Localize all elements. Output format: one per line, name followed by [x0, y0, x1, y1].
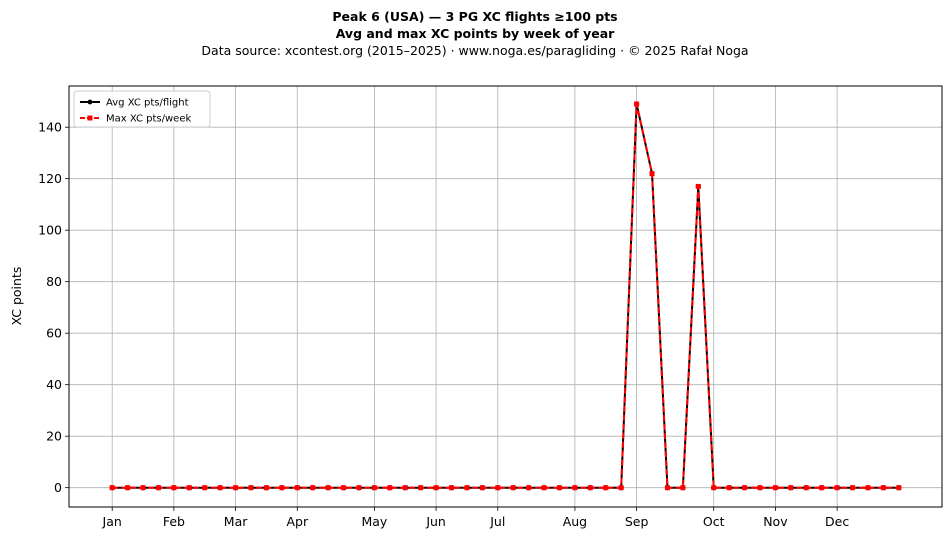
data-point	[526, 485, 532, 491]
x-tick-label: Jan	[102, 514, 122, 529]
y-tick-label: 40	[46, 377, 62, 392]
legend-marker	[87, 99, 93, 105]
legend-label: Avg XC pts/flight	[106, 98, 189, 109]
data-point	[495, 485, 501, 491]
data-point	[680, 485, 686, 491]
chart-subtitle-bold: Avg and max XC points by week of year	[335, 26, 615, 41]
chart-title: Peak 6 (USA) — 3 PG XC flights ≥100 pts	[332, 9, 618, 24]
data-point	[587, 485, 593, 491]
x-tick-label: Jun	[425, 514, 446, 529]
x-tick-label: Jul	[489, 514, 505, 529]
data-point	[788, 485, 794, 491]
data-point	[618, 485, 624, 491]
y-tick-label: 80	[46, 274, 62, 289]
x-tick-label: May	[361, 514, 387, 529]
data-point	[711, 485, 717, 491]
data-point	[140, 485, 146, 491]
data-point	[279, 485, 285, 491]
legend: Avg XC pts/flight Max XC pts/week	[73, 90, 211, 128]
data-point	[109, 485, 115, 491]
data-point	[125, 485, 131, 491]
data-point	[202, 485, 208, 491]
data-point	[880, 485, 886, 491]
legend-marker	[87, 115, 93, 121]
x-tick-label: Dec	[825, 514, 849, 529]
plot-frame	[68, 85, 943, 508]
y-tick-label: 140	[38, 120, 62, 135]
x-tick-label: Aug	[563, 514, 587, 529]
legend-label: Max XC pts/week	[106, 114, 191, 125]
y-tick-label: 120	[38, 171, 62, 186]
series-line	[112, 103, 899, 489]
data-point	[726, 485, 732, 491]
grid-lines	[69, 86, 942, 507]
data-point	[803, 485, 809, 491]
data-point	[541, 485, 547, 491]
y-tick-label: 20	[46, 429, 62, 444]
data-point	[572, 485, 578, 491]
series-line	[112, 103, 899, 489]
data-point	[356, 485, 362, 491]
y-tick-label: 0	[54, 480, 62, 495]
data-point	[387, 485, 393, 491]
data-point	[155, 485, 161, 491]
y-tick-label: 100	[38, 223, 62, 238]
data-point	[556, 485, 562, 491]
series-max	[109, 101, 902, 491]
data-point	[634, 101, 640, 107]
x-tick-label: Oct	[703, 514, 725, 529]
data-point	[325, 485, 331, 491]
data-point	[896, 485, 902, 491]
data-point	[248, 485, 254, 491]
data-point	[217, 485, 223, 491]
data-point	[310, 485, 316, 491]
x-tick-label: Sep	[625, 514, 649, 529]
legend-box	[73, 90, 211, 128]
data-point	[757, 485, 763, 491]
data-point	[402, 485, 408, 491]
data-point	[772, 485, 778, 491]
data-point	[186, 485, 192, 491]
data-point	[742, 485, 748, 491]
data-point	[433, 485, 439, 491]
data-point	[464, 485, 470, 491]
x-tick-label: Feb	[163, 514, 185, 529]
data-point	[479, 485, 485, 491]
y-axis-label: XC points	[9, 267, 24, 326]
data-point	[418, 485, 424, 491]
chart-data-source: Data source: xcontest.org (2015–2025) · …	[201, 43, 749, 58]
data-point	[695, 183, 701, 189]
x-axis: Jan Feb Mar Apr May Jun Jul Aug Sep Oct Nov Dec	[102, 507, 849, 529]
y-axis: 0 20 40 60 80 100 120 140	[38, 120, 69, 495]
chart-titles: Peak 6 (USA) — 3 PG XC flights ≥100 pts …	[0, 8, 950, 59]
data-point	[171, 485, 177, 491]
data-point	[834, 485, 840, 491]
x-tick-label: Apr	[286, 514, 308, 529]
x-tick-label: Nov	[763, 514, 788, 529]
data-point	[865, 485, 871, 491]
data-point	[263, 485, 269, 491]
series-layer	[109, 101, 902, 491]
data-point	[603, 485, 609, 491]
data-point	[341, 485, 347, 491]
data-point	[294, 485, 300, 491]
data-point	[510, 485, 516, 491]
y-tick-label: 60	[46, 326, 62, 341]
data-point	[649, 171, 655, 177]
data-point	[664, 485, 670, 491]
x-tick-label: Mar	[224, 514, 248, 529]
data-point	[449, 485, 455, 491]
data-point	[819, 485, 825, 491]
data-point	[233, 485, 239, 491]
series-avg	[109, 101, 902, 491]
data-point	[371, 485, 377, 491]
data-point	[850, 485, 856, 491]
